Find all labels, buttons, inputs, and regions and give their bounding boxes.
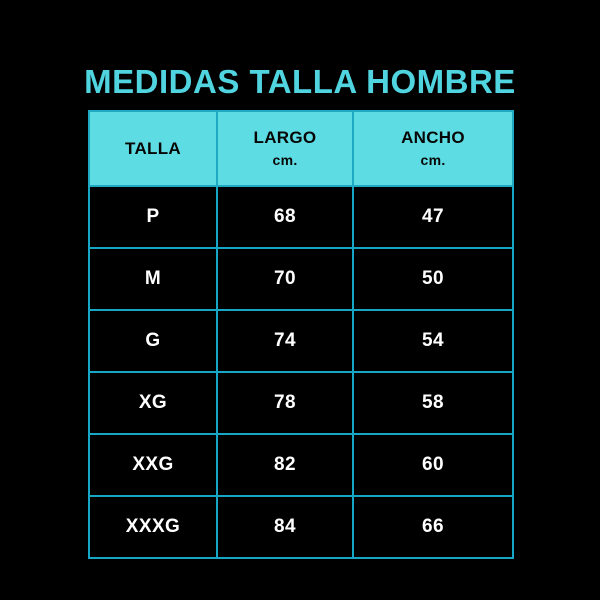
table-row: G 74 54 — [88, 309, 514, 373]
cell-ancho: 54 — [352, 309, 514, 373]
table-header-row: TALLA LARGO cm. ANCHO cm. — [88, 110, 514, 187]
column-header-ancho: ANCHO cm. — [352, 110, 514, 187]
cell-ancho: 66 — [352, 495, 514, 559]
cell-largo: 84 — [216, 495, 354, 559]
table-body: P 68 47 M 70 50 G 74 54 XG 78 58 XXG 82 — [88, 185, 514, 559]
cell-talla: XXXG — [88, 495, 218, 559]
table-row: XXXG 84 66 — [88, 495, 514, 559]
cell-largo: 74 — [216, 309, 354, 373]
cell-ancho: 47 — [352, 185, 514, 249]
table-row: XXG 82 60 — [88, 433, 514, 497]
page-title: MEDIDAS TALLA HOMBRE — [84, 63, 516, 100]
cell-ancho: 60 — [352, 433, 514, 497]
table-header: TALLA LARGO cm. ANCHO cm. — [88, 110, 514, 187]
column-header-talla-label: TALLA — [125, 139, 181, 158]
table-row: M 70 50 — [88, 247, 514, 311]
column-header-ancho-unit: cm. — [420, 151, 446, 168]
cell-talla: XG — [88, 371, 218, 435]
column-header-largo: LARGO cm. — [216, 110, 354, 187]
column-header-largo-unit: cm. — [272, 151, 298, 168]
cell-talla: XXG — [88, 433, 218, 497]
cell-largo: 82 — [216, 433, 354, 497]
size-chart-table: TALLA LARGO cm. ANCHO cm. P 68 47 M 7 — [88, 110, 514, 559]
cell-ancho: 58 — [352, 371, 514, 435]
cell-talla: G — [88, 309, 218, 373]
column-header-ancho-label: ANCHO — [401, 127, 465, 147]
cell-talla: P — [88, 185, 218, 249]
cell-ancho: 50 — [352, 247, 514, 311]
table-row: XG 78 58 — [88, 371, 514, 435]
cell-talla: M — [88, 247, 218, 311]
cell-largo: 70 — [216, 247, 354, 311]
cell-largo: 68 — [216, 185, 354, 249]
table-row: P 68 47 — [88, 185, 514, 249]
column-header-talla: TALLA — [88, 110, 218, 187]
column-header-largo-label: LARGO — [253, 127, 317, 147]
cell-largo: 78 — [216, 371, 354, 435]
